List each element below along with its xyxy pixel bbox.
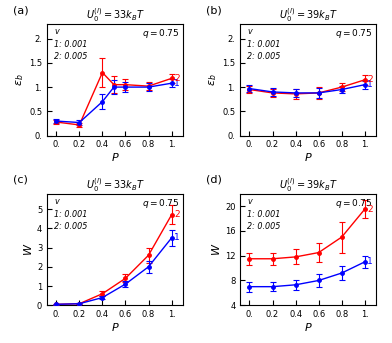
Text: (c): (c): [13, 175, 28, 185]
X-axis label: $P$: $P$: [111, 151, 120, 163]
Text: $v$
1: 0.001
2: 0.005: $v$ 1: 0.001 2: 0.005: [54, 27, 87, 61]
Text: 2: 2: [367, 75, 373, 84]
Text: 1: 1: [367, 80, 373, 89]
Title: $U_0^{(l)}=33k_BT$: $U_0^{(l)}=33k_BT$: [85, 176, 145, 194]
Text: (b): (b): [206, 5, 222, 15]
Text: $v$
1: 0.001
2: 0.005: $v$ 1: 0.001 2: 0.005: [247, 27, 280, 61]
Text: 1: 1: [174, 79, 180, 88]
Title: $U_0^{(l)}=39k_BT$: $U_0^{(l)}=39k_BT$: [279, 176, 338, 194]
Text: 2: 2: [367, 205, 373, 214]
Y-axis label: $\varepsilon_b$: $\varepsilon_b$: [208, 73, 220, 86]
Text: (d): (d): [206, 175, 222, 185]
Text: $v$
1: 0.001
2: 0.005: $v$ 1: 0.001 2: 0.005: [247, 197, 280, 231]
Text: 2: 2: [174, 74, 180, 83]
Y-axis label: $W$: $W$: [210, 243, 222, 256]
Text: 2: 2: [174, 210, 180, 219]
Title: $U_0^{(l)}=33k_BT$: $U_0^{(l)}=33k_BT$: [85, 6, 145, 24]
Text: 1: 1: [367, 257, 373, 267]
Text: $v$
1: 0.001
2: 0.005: $v$ 1: 0.001 2: 0.005: [54, 197, 87, 231]
Text: (a): (a): [13, 5, 29, 15]
Y-axis label: $\varepsilon_b$: $\varepsilon_b$: [15, 73, 26, 86]
X-axis label: $P$: $P$: [304, 320, 313, 332]
X-axis label: $P$: $P$: [304, 151, 313, 163]
X-axis label: $P$: $P$: [111, 320, 120, 332]
Title: $U_0^{(l)}=39k_BT$: $U_0^{(l)}=39k_BT$: [279, 6, 338, 24]
Text: $q = 0.75$: $q = 0.75$: [142, 197, 179, 210]
Text: 1: 1: [174, 234, 180, 243]
Text: $q = 0.75$: $q = 0.75$: [142, 27, 179, 40]
Y-axis label: $W$: $W$: [22, 243, 34, 256]
Text: $q = 0.75$: $q = 0.75$: [335, 27, 372, 40]
Text: $q = 0.75$: $q = 0.75$: [335, 197, 372, 210]
